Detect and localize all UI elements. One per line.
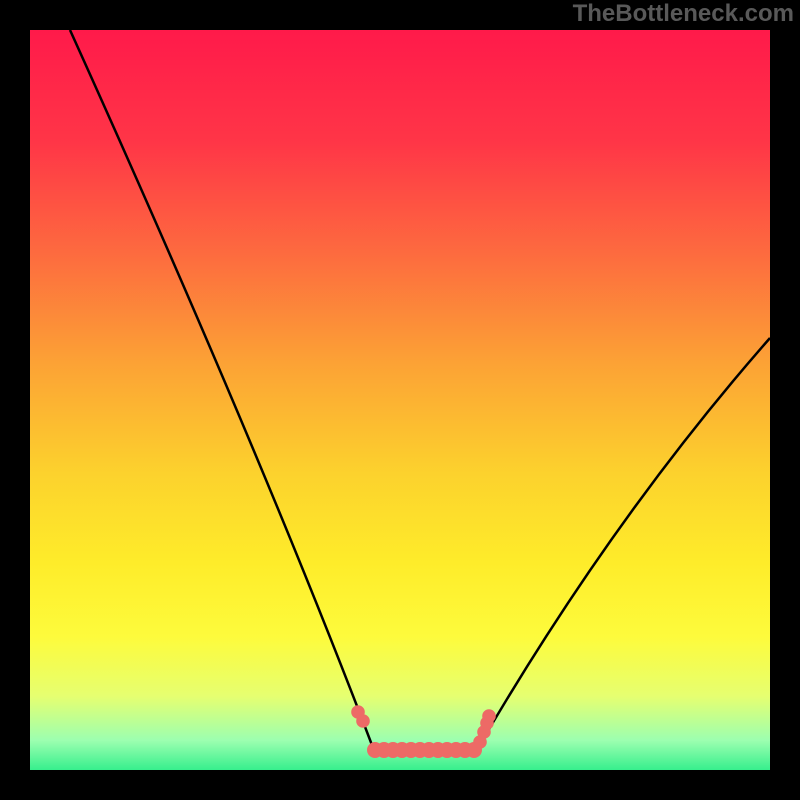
chart-plot-area <box>30 30 770 770</box>
marker-dot <box>482 709 496 723</box>
source-watermark: TheBottleneck.com <box>573 0 800 26</box>
bottleneck-chart <box>0 0 800 800</box>
marker-dot <box>356 714 370 728</box>
chart-stage: TheBottleneck.com <box>0 0 800 800</box>
